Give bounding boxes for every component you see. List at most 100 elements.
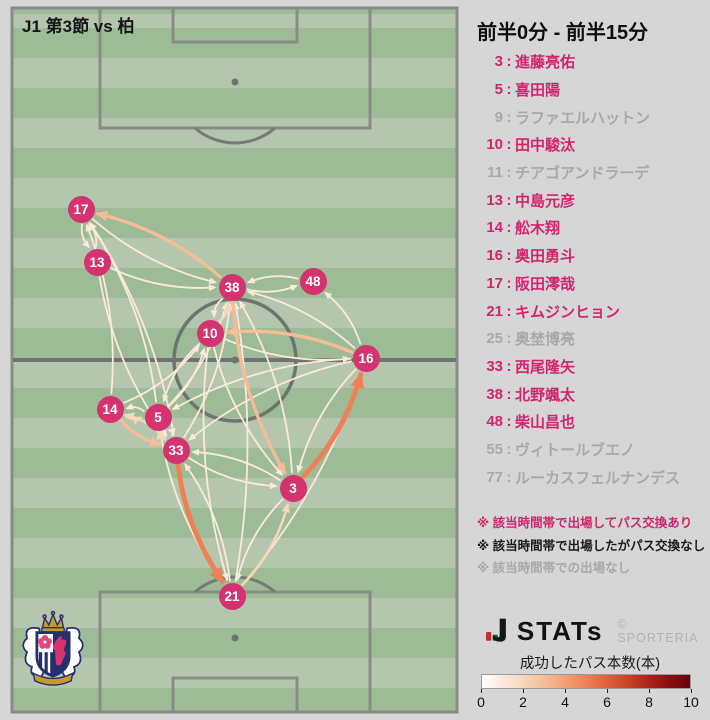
player-name: チアゴアンドラーデ <box>515 165 650 183</box>
player-node-14[interactable]: 14 <box>96 395 124 423</box>
player-name: 西尾隆矢 <box>515 358 576 376</box>
pass-arrow-17-to-13 <box>80 223 91 249</box>
player-node-13[interactable]: 13 <box>83 248 111 276</box>
pass-arrow-10-to-38 <box>218 301 233 323</box>
player-row-10: 10: 田中駿汰 <box>477 131 707 159</box>
player-row-48: 48: 柴山昌也 <box>477 408 707 436</box>
player-separator: : <box>506 247 512 265</box>
player-separator: : <box>506 81 512 99</box>
player-number: 48 <box>486 413 503 431</box>
player-name: ヴィトールブエノ <box>515 441 636 459</box>
player-name: ラファエルハットン <box>515 109 651 127</box>
player-number: 25 <box>486 330 503 348</box>
cerezo-osaka-crest <box>22 610 84 686</box>
pass-arrow-5-to-33 <box>156 430 167 440</box>
player-number: 33 <box>486 357 503 375</box>
player-node-16[interactable]: 16 <box>352 344 380 372</box>
player-separator: : <box>506 302 512 320</box>
legend-notes: ※ 該当時間帯で出場してパス交換あり ※ 該当時間帯で出場したがパス交換なし ※ 該… <box>477 512 707 580</box>
player-row-13: 13: 中島元彦 <box>477 186 707 214</box>
colorbar-tick-mark <box>607 689 608 693</box>
pass-arrow-5-to-10 <box>167 347 206 407</box>
player-node-21[interactable]: 21 <box>218 582 246 610</box>
player-number: 9 <box>494 108 503 126</box>
pass-arrow-48-to-38 <box>246 275 299 284</box>
stats-wordmark: STATs <box>516 615 604 646</box>
pass-arrow-5-to-38 <box>167 301 229 407</box>
pitch-spots <box>231 78 239 642</box>
player-row-21: 21: キムジンヒョン <box>477 297 707 325</box>
colorbar-tick-label: 6 <box>603 694 611 710</box>
player-number: 3 <box>494 53 503 71</box>
player-separator: : <box>506 330 512 348</box>
colorbar-tick-mark <box>649 689 650 693</box>
player-row-55: 55: ヴィトールブエノ <box>477 436 707 464</box>
player-node-33[interactable]: 33 <box>162 436 190 464</box>
player-separator: : <box>506 468 512 486</box>
player-node-5[interactable]: 5 <box>144 403 172 431</box>
match-label: J1 第3節 vs 柏 <box>22 17 135 36</box>
player-number: 5 <box>494 81 503 99</box>
pass-arrow-5-to-14 <box>125 403 145 412</box>
colorbar-tick-label: 4 <box>561 694 569 710</box>
stats-bar-chart-icon <box>486 618 506 642</box>
pass-arrow-16-to-3 <box>296 368 357 474</box>
player-number: 55 <box>486 440 503 458</box>
colorbar-tick-label: 8 <box>645 694 653 710</box>
colorbar-tick-label: 2 <box>519 694 527 710</box>
player-node-10[interactable]: 10 <box>196 319 224 347</box>
player-separator: : <box>506 53 512 71</box>
player-row-17: 17: 阪田澪哉 <box>477 270 707 298</box>
player-name: キムジンヒョン <box>515 303 621 321</box>
legend-note: ※ 該当時間帯で出場してパス交換あり <box>477 516 693 530</box>
pass-arrow-33-to-3 <box>188 457 278 490</box>
pass-arrow-17-to-38 <box>91 218 218 285</box>
pass-arrow-38-to-48 <box>246 284 299 293</box>
legend-note: ※ 該当時間帯で出場したがパス交換なし <box>477 538 706 553</box>
player-name: 喜田陽 <box>515 82 561 100</box>
player-separator: : <box>506 219 512 237</box>
player-separator: : <box>506 440 512 458</box>
player-name: ルーカスフェルナンデス <box>515 469 681 487</box>
pass-arrow-14-to-10 <box>123 344 200 404</box>
player-name: 奥田勇斗 <box>515 248 576 266</box>
player-name: 進藤亮佑 <box>515 54 576 72</box>
pitch-markings-and-passes-svg <box>10 6 459 714</box>
sporteria-copyright: © SPORTERIA <box>617 617 699 645</box>
pass-arrow-13-to-38 <box>110 267 217 292</box>
player-node-48[interactable]: 48 <box>299 267 327 295</box>
pass-arrow-38-to-3 <box>231 300 287 475</box>
pass-count-scale-label: 成功したパス本数(本) <box>519 656 661 672</box>
pass-arrow-3-to-21 <box>235 498 284 582</box>
pass-arrow-33-to-5 <box>167 427 176 437</box>
crest-crown <box>41 610 65 633</box>
player-number: 14 <box>486 219 503 237</box>
player-node-17[interactable]: 17 <box>67 195 95 223</box>
player-separator: : <box>506 274 512 292</box>
pass-arrow-38-to-17 <box>95 210 222 279</box>
player-separator: : <box>506 164 512 182</box>
pass-arrow-16-to-48 <box>323 291 362 345</box>
colorbar-tick-mark <box>481 689 482 693</box>
player-separator: : <box>506 413 512 431</box>
player-name: 柴山昌也 <box>515 414 576 432</box>
pass-arrows-layer <box>80 210 365 586</box>
player-row-77: 77: ルーカスフェルナンデス <box>477 463 707 491</box>
player-row-38: 38: 北野颯太 <box>477 380 707 408</box>
player-node-38[interactable]: 38 <box>218 273 246 301</box>
player-number: 13 <box>486 191 503 209</box>
colorbar-tick-mark <box>523 689 524 693</box>
crest-wolf <box>52 636 67 666</box>
colorbar-tick-label: 0 <box>477 694 485 710</box>
player-number: 16 <box>486 247 503 265</box>
colorbar-tick-mark <box>691 689 692 693</box>
player-row-11: 11: チアゴアンドラーデ <box>477 159 707 187</box>
player-name: 阪田澪哉 <box>515 275 576 293</box>
pass-arrow-21-to-33 <box>184 462 231 582</box>
player-number: 11 <box>487 164 503 182</box>
crest-stripes <box>39 652 53 676</box>
player-node-3[interactable]: 3 <box>279 474 307 502</box>
legend-note: ※ 該当時間帯での出場なし <box>477 561 631 576</box>
player-row-9: 9: ラファエルハットン <box>477 103 707 131</box>
